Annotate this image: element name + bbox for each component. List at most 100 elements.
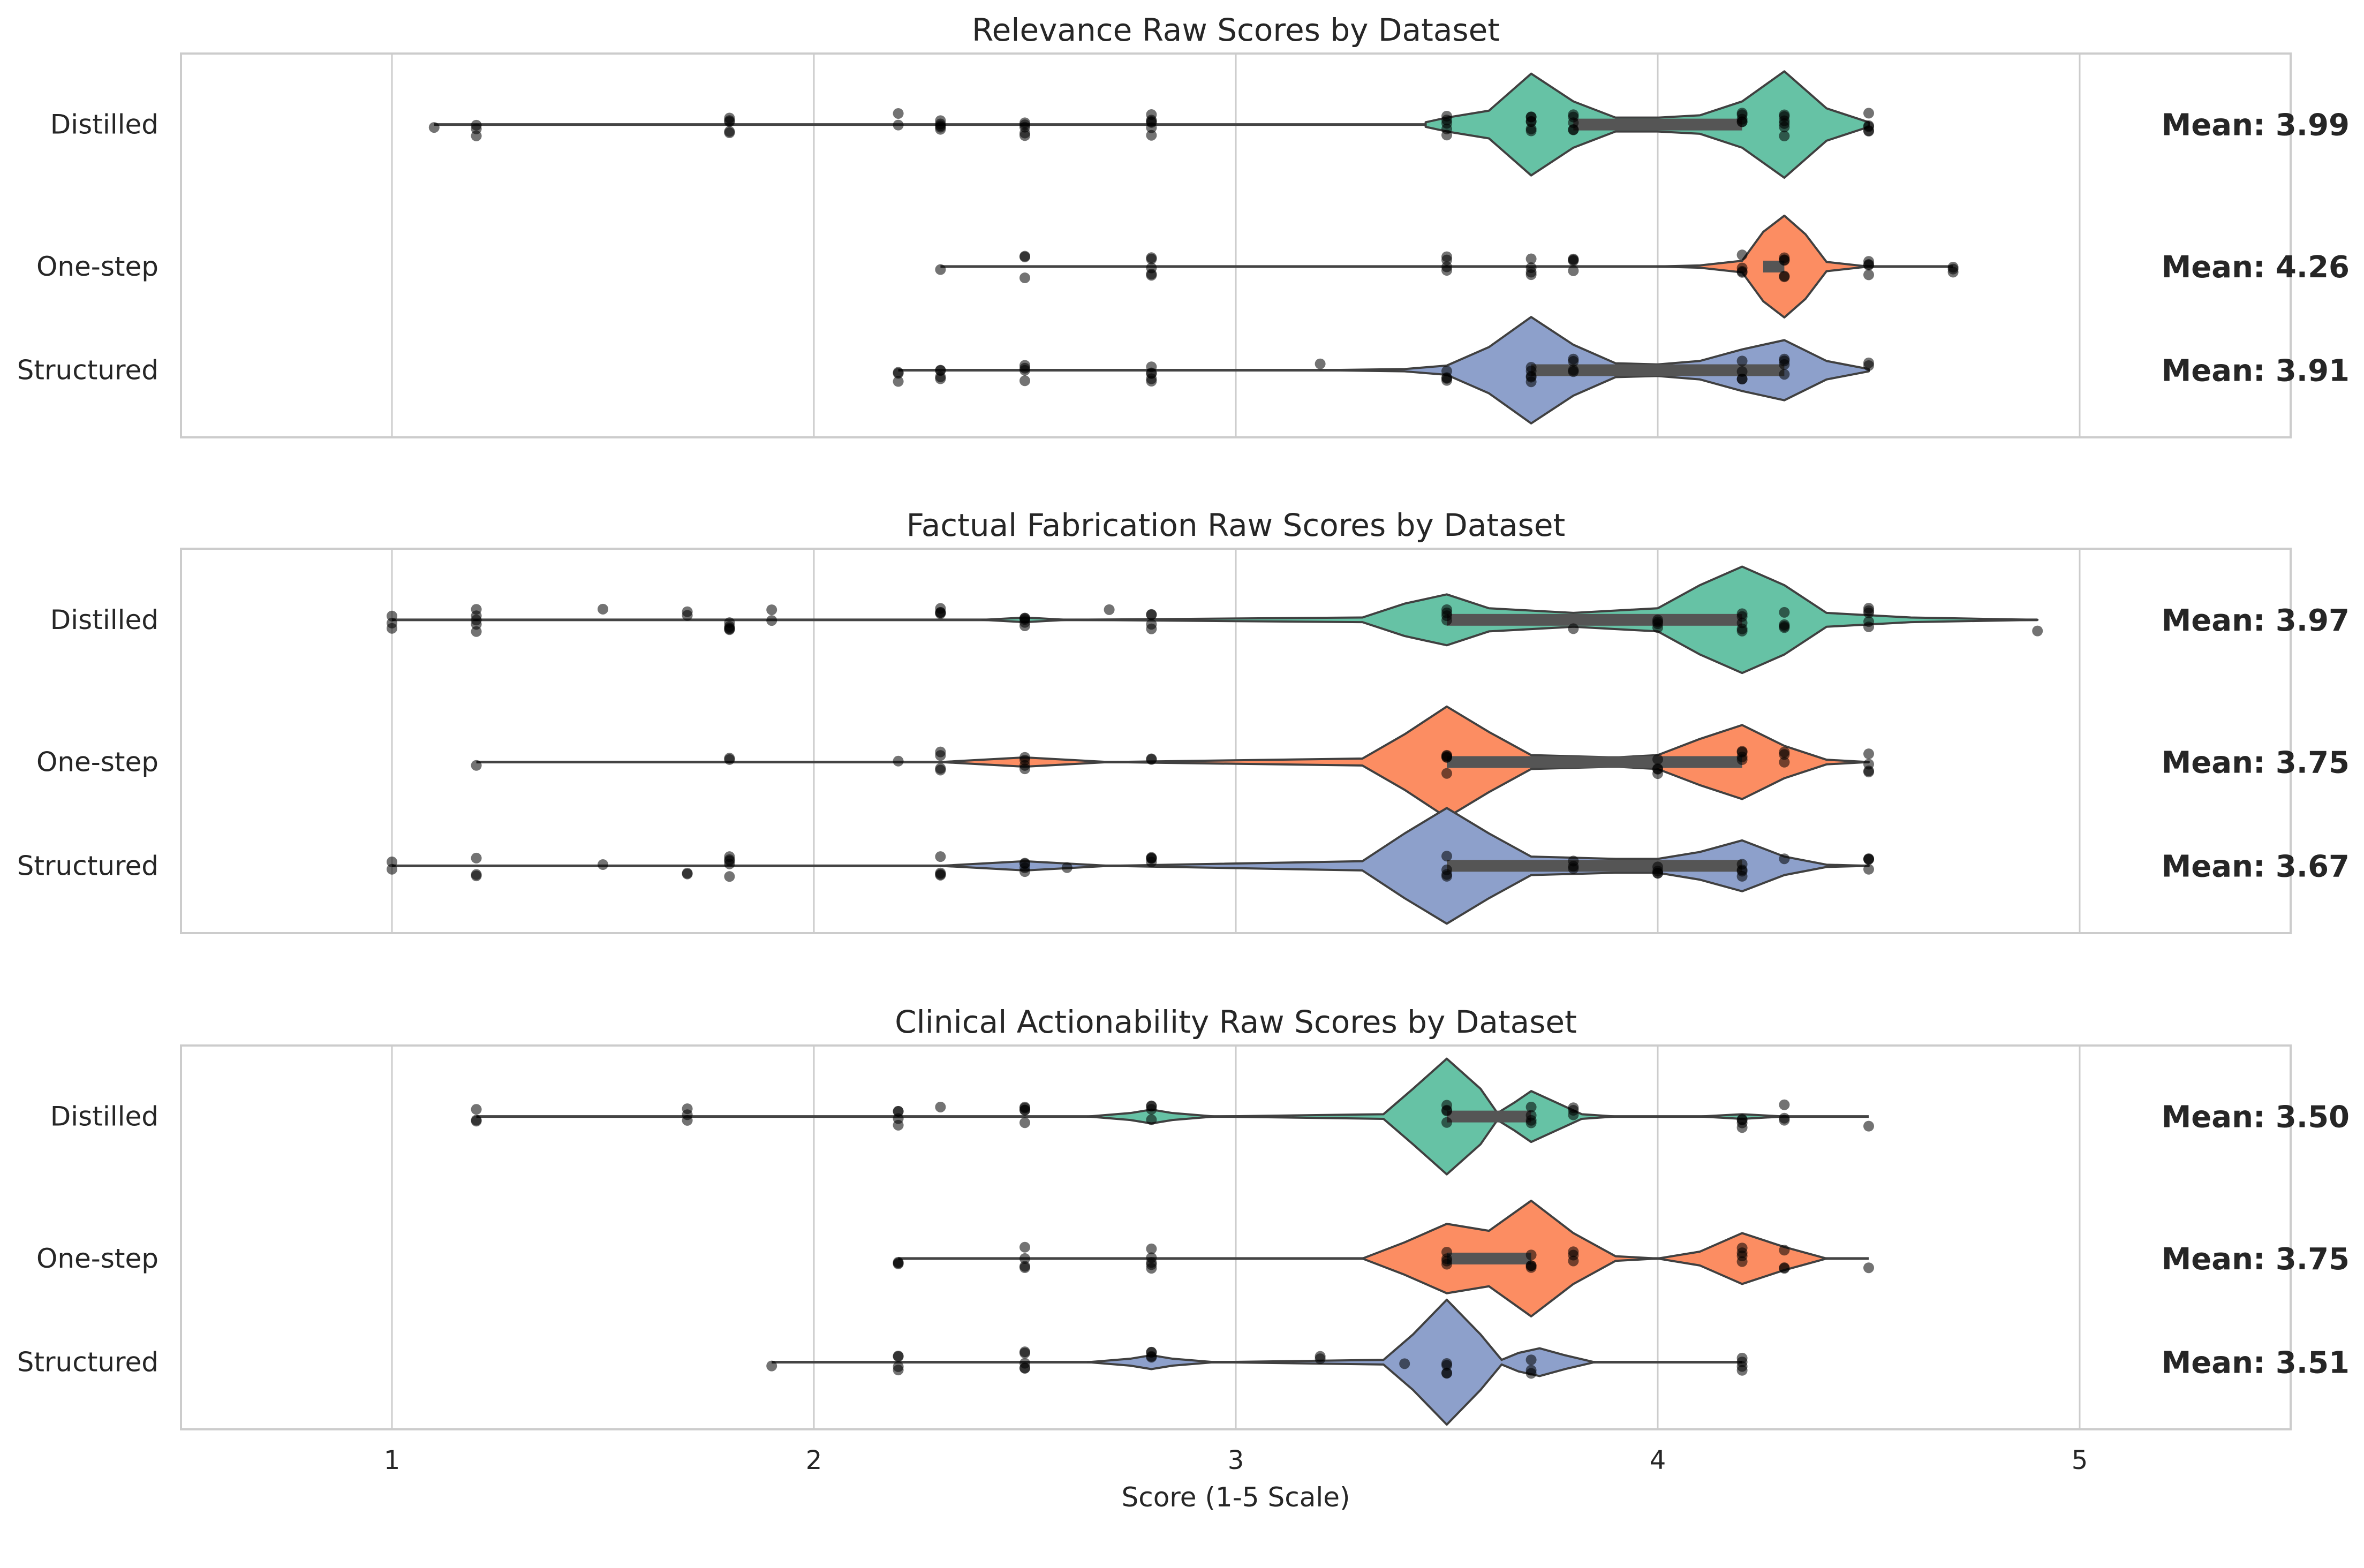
x-tick-label: 2 [806, 1445, 822, 1475]
data-point [1779, 255, 1790, 266]
series-structured: Structured Mean: 3.51 [17, 1298, 2350, 1426]
data-point [471, 760, 482, 771]
data-point [1568, 265, 1579, 276]
data-point [1441, 1367, 1452, 1378]
data-point [935, 1101, 946, 1112]
series-structured: Structured Mean: 3.67 [17, 807, 2350, 925]
data-point [1146, 130, 1157, 141]
data-point [1019, 272, 1030, 284]
data-point [1146, 252, 1157, 263]
data-point [1315, 358, 1326, 369]
x-axis-label: Score (1-5 Scale) [1121, 1482, 1350, 1513]
data-point [766, 615, 777, 626]
y-tick-label: Distilled [50, 1101, 158, 1132]
data-point [1779, 1099, 1790, 1110]
data-point [1019, 755, 1030, 766]
data-point [1863, 108, 1874, 119]
data-point [1947, 263, 1959, 275]
data-point [1568, 861, 1579, 872]
axes-frame [180, 548, 2292, 934]
iqr-bar [1447, 860, 1742, 872]
y-tick-label: Distilled [50, 109, 158, 140]
data-point [1019, 1241, 1030, 1253]
data-point [893, 1106, 904, 1117]
data-point [724, 851, 735, 862]
data-point [1525, 1365, 1537, 1376]
data-point [1736, 366, 1748, 377]
data-point [1146, 609, 1157, 620]
iqr-bar [1531, 364, 1785, 376]
data-point [1736, 266, 1748, 277]
iqr-bar [1447, 613, 1742, 626]
data-point [1779, 359, 1790, 370]
data-point [1441, 1117, 1452, 1128]
y-tick-label: One-step [36, 746, 158, 777]
data-point [893, 1350, 904, 1361]
series-one-step: One-step Mean: 4.26 [36, 214, 2350, 319]
data-point [1146, 373, 1157, 384]
data-point [682, 868, 693, 880]
strip-points [387, 603, 2043, 637]
data-point [1525, 111, 1537, 123]
strip-points [387, 851, 1874, 882]
data-point [1779, 1245, 1790, 1256]
mean-label: Mean: 3.75 [2162, 1242, 2350, 1277]
strip-points [428, 108, 1874, 142]
panel-3: Clinical Actionability Raw Scores by Dat… [17, 1004, 2350, 1513]
data-point [1019, 122, 1030, 133]
data-point [1441, 615, 1452, 626]
violin-body [1361, 1199, 1828, 1317]
data-point [1568, 353, 1579, 365]
mean-label: Mean: 3.67 [2162, 849, 2350, 884]
data-point [893, 1119, 904, 1131]
iqr-bar [1447, 756, 1742, 768]
data-point [1568, 366, 1579, 377]
data-point [1863, 863, 1874, 875]
data-point [1736, 116, 1748, 127]
data-point [1863, 120, 1874, 131]
data-point [893, 367, 904, 378]
data-point [1441, 130, 1452, 141]
data-point [1568, 1109, 1579, 1120]
data-point [1736, 374, 1748, 385]
data-point [1736, 746, 1748, 758]
data-point [1525, 1260, 1537, 1271]
series-one-step: One-step Mean: 3.75 [36, 705, 2350, 819]
y-tick-label: Structured [17, 355, 158, 386]
data-point [1019, 365, 1030, 376]
strip-points [893, 1241, 1874, 1274]
data-point [1441, 869, 1452, 880]
x-tick-label: 4 [1650, 1445, 1666, 1475]
data-point [1652, 622, 1663, 633]
data-point [1863, 766, 1874, 777]
panel-1: Relevance Raw Scores by Dataset Distilled… [17, 12, 2350, 438]
series-distilled: Distilled Mean: 3.50 [50, 1057, 2350, 1176]
data-point [1863, 748, 1874, 760]
data-point [682, 1115, 693, 1126]
data-point [724, 112, 735, 124]
y-tick-label: One-step [36, 251, 158, 282]
data-point [387, 857, 397, 868]
iqr-bar [1447, 1110, 1531, 1123]
data-point [766, 1360, 777, 1372]
data-point [598, 859, 608, 870]
data-point [1736, 1365, 1748, 1376]
data-point [1146, 268, 1157, 279]
data-point [387, 863, 397, 875]
mean-label: Mean: 3.50 [2162, 1100, 2350, 1135]
data-point [893, 108, 904, 119]
data-point [1525, 1249, 1537, 1261]
y-tick-label: One-step [36, 1243, 158, 1274]
data-point [1441, 372, 1452, 383]
data-point [598, 603, 608, 615]
data-point [1525, 372, 1537, 383]
data-point [428, 122, 440, 133]
axes-frame [180, 52, 2292, 438]
data-point [766, 604, 777, 616]
data-point [935, 851, 946, 862]
data-point [935, 373, 946, 384]
data-point [1779, 109, 1790, 120]
mean-label: Mean: 3.75 [2162, 745, 2350, 780]
data-point [1779, 1263, 1790, 1274]
